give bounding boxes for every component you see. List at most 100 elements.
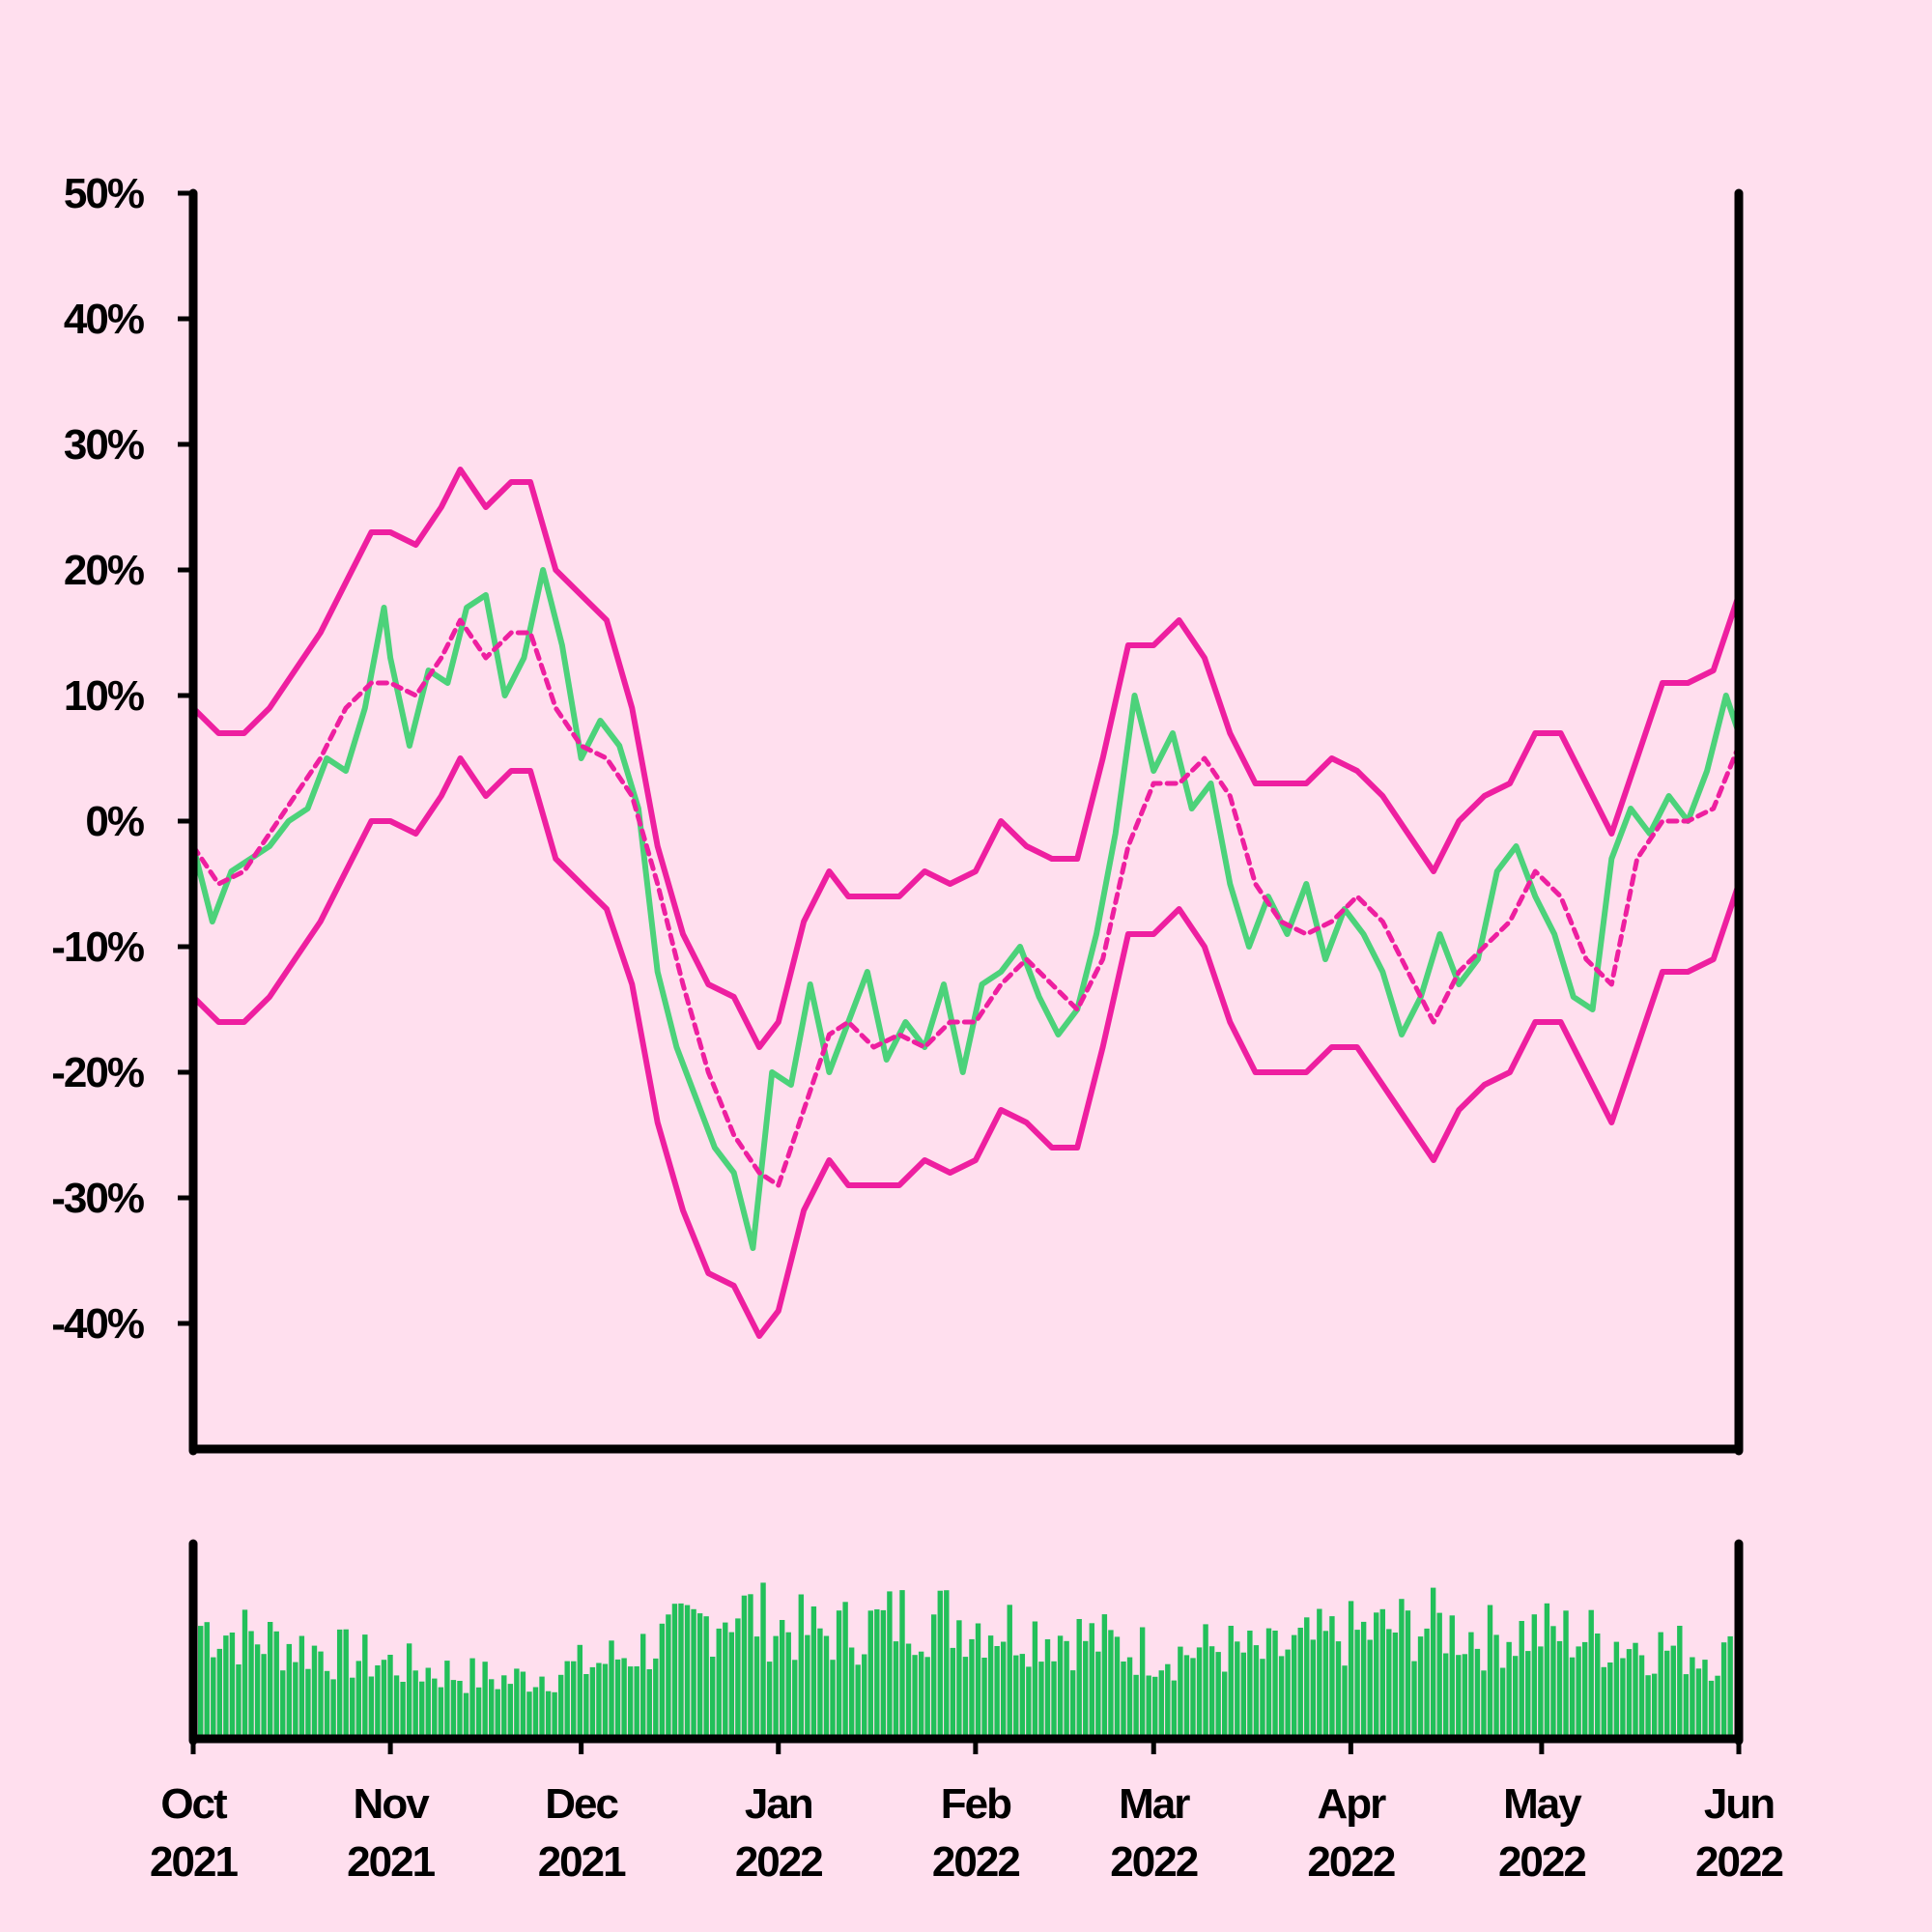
volume-bar — [261, 1654, 267, 1735]
volume-bar — [254, 1644, 261, 1735]
volume-bar — [419, 1681, 425, 1735]
volume-bar — [684, 1605, 691, 1735]
volume-bar — [1165, 1663, 1171, 1735]
price-plot: 50% 40% 30% 20% 10% 0% -10% -20% -30% -40% — [51, 170, 1744, 1456]
volume-bar — [862, 1654, 867, 1735]
volume-bar — [236, 1664, 242, 1735]
volume-bar — [293, 1662, 298, 1735]
volume-bar — [1374, 1612, 1379, 1735]
volume-bar — [350, 1677, 355, 1735]
volume-bar — [1158, 1670, 1164, 1735]
volume-bar — [1588, 1609, 1594, 1735]
volume-bar — [583, 1674, 589, 1735]
volume-bar — [614, 1659, 621, 1735]
volume-bar — [1462, 1654, 1468, 1735]
x-tick-label-month: Feb — [941, 1780, 1011, 1828]
volume-bar — [899, 1590, 905, 1735]
volume-bar — [1196, 1647, 1203, 1735]
volume-bar — [1405, 1610, 1411, 1735]
volume-bar — [823, 1635, 830, 1735]
volume-bar — [867, 1610, 873, 1735]
volume-bar — [1525, 1651, 1531, 1735]
volume-bar — [671, 1604, 678, 1735]
volume-bar — [1601, 1666, 1606, 1735]
volume-bar — [1171, 1680, 1178, 1735]
x-tick-label-year: 2022 — [932, 1838, 1019, 1886]
volume-bar — [589, 1666, 596, 1735]
volume-bar — [305, 1668, 311, 1735]
volume-bar — [1051, 1661, 1057, 1735]
volume-bar — [1677, 1626, 1683, 1735]
volume-bar — [1720, 1642, 1727, 1735]
volume-bar — [1152, 1676, 1158, 1735]
volume-bar — [874, 1609, 880, 1735]
volume-bar — [1038, 1662, 1044, 1735]
volume-bar — [1613, 1641, 1620, 1735]
volume-bar — [564, 1661, 570, 1735]
x-tick-label-year: 2022 — [1498, 1838, 1585, 1886]
volume-bar — [1108, 1630, 1114, 1735]
volume-bar — [969, 1638, 975, 1735]
volume-bar — [1360, 1621, 1367, 1735]
volume-bar — [1670, 1645, 1676, 1735]
series-line-3 — [190, 467, 1742, 1050]
volume-bar — [432, 1678, 438, 1735]
volume-bar — [469, 1658, 475, 1735]
volume-bar — [1443, 1653, 1449, 1735]
volume-bar — [817, 1628, 823, 1735]
series-line-1 — [190, 567, 1742, 1251]
volume-bar — [1253, 1645, 1260, 1735]
volume-bar — [810, 1606, 817, 1735]
volume-bar — [1178, 1646, 1183, 1735]
volume-bar — [696, 1613, 703, 1735]
volume-bar — [507, 1684, 514, 1735]
y-tick-label: 50% — [64, 170, 144, 217]
volume-bar — [1499, 1667, 1506, 1735]
volume-bar — [438, 1687, 444, 1735]
volume-bar — [1683, 1674, 1690, 1735]
volume-bar — [1007, 1605, 1012, 1735]
volume-bar — [1595, 1634, 1601, 1735]
volume-bar — [1222, 1671, 1228, 1735]
volume-bar — [1690, 1657, 1695, 1735]
volume-bar — [621, 1658, 627, 1735]
volume-bar — [1519, 1621, 1524, 1735]
volume-bar — [1272, 1631, 1278, 1735]
volume-bar — [659, 1623, 666, 1735]
x-tick-label-year: 2022 — [735, 1838, 822, 1886]
volume-bar — [918, 1651, 924, 1735]
volume-bar — [1240, 1652, 1247, 1735]
volume-bar — [1417, 1636, 1424, 1735]
volume-bar — [324, 1670, 330, 1735]
volume-bar — [931, 1614, 937, 1735]
x-tick-label-year: 2022 — [1110, 1838, 1197, 1886]
volume-bar — [1556, 1640, 1563, 1735]
x-ticks: Oct 2021 Nov 2021 Dec 2021 Jan 2022 Feb 2022 Mar 20… — [150, 1739, 1784, 1886]
volume-bar — [703, 1616, 709, 1735]
volume-bar — [204, 1622, 210, 1735]
volume-bar — [1342, 1665, 1348, 1735]
volume-bar — [273, 1631, 279, 1735]
volume-bar — [375, 1665, 381, 1735]
x-tick-label-month: Apr — [1317, 1780, 1386, 1828]
x-tick-label-month: Jun — [1704, 1780, 1774, 1828]
volume-bar — [596, 1662, 602, 1735]
y-tick-label: -20% — [51, 1049, 144, 1096]
volume-bar — [602, 1663, 609, 1735]
volume-bar — [1581, 1641, 1588, 1735]
volume-bar — [1474, 1648, 1481, 1735]
volume-bar — [1247, 1631, 1253, 1735]
volume-bar — [1076, 1619, 1082, 1735]
volume-bar — [836, 1610, 842, 1735]
x-tick-label-month: Nov — [354, 1780, 431, 1828]
volume-bar — [1114, 1636, 1121, 1735]
volume-bar — [805, 1634, 810, 1735]
volume-bar — [912, 1655, 918, 1735]
volume-plot: Oct 2021 Nov 2021 Dec 2021 Jan 2022 Feb 2022 Mar 20… — [150, 1539, 1784, 1886]
volume-bar — [381, 1660, 387, 1735]
volume-bar — [1064, 1640, 1069, 1735]
x-tick-label-month: Mar — [1119, 1780, 1190, 1828]
volume-bar — [577, 1644, 582, 1735]
volume-bar — [355, 1661, 361, 1735]
volume-bar — [646, 1669, 652, 1735]
